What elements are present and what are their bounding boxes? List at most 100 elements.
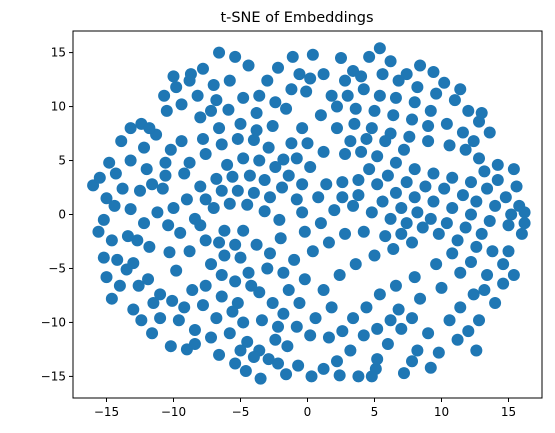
scatter-point — [293, 297, 306, 310]
scatter-point — [357, 83, 370, 96]
scatter-point — [261, 262, 274, 275]
scatter-point — [438, 182, 451, 195]
scatter-point — [440, 117, 453, 130]
scatter-point — [349, 258, 362, 271]
scatter-point — [330, 122, 343, 135]
scatter-point — [142, 273, 155, 286]
scatter-point — [406, 355, 419, 368]
scatter-point — [344, 135, 357, 148]
scatter-point — [483, 126, 496, 139]
scatter-point — [288, 253, 301, 266]
scatter-point — [274, 232, 287, 245]
scatter-point — [93, 171, 106, 184]
scatter-point — [355, 70, 368, 83]
scatter-point — [250, 124, 263, 137]
scatter-point — [290, 320, 303, 333]
scatter-point — [277, 153, 290, 166]
scatter-point — [231, 297, 244, 310]
scatter-point — [245, 279, 258, 292]
chart-title: t-SNE of Embeddings — [220, 10, 373, 26]
scatter-point — [451, 333, 464, 346]
scatter-point — [188, 338, 201, 351]
scatter-point — [414, 59, 427, 72]
scatter-point — [381, 338, 394, 351]
scatter-point — [266, 297, 279, 310]
scatter-point — [384, 55, 397, 68]
scatter-point — [178, 167, 191, 180]
scatter-point — [339, 148, 352, 161]
scatter-point — [379, 230, 392, 243]
scatter-point — [336, 176, 349, 189]
scatter-point — [424, 361, 437, 374]
scatter-point — [124, 154, 137, 167]
scatter-point — [134, 184, 146, 197]
scatter-point — [241, 198, 254, 211]
scatter-point — [408, 271, 421, 284]
scatter-point — [416, 221, 429, 234]
scatter-point — [258, 173, 271, 186]
scatter-point — [298, 225, 311, 238]
scatter-point — [242, 59, 255, 72]
scatter-point — [335, 51, 347, 64]
scatter-point — [131, 234, 144, 247]
scatter-point — [127, 257, 140, 270]
scatter-point — [199, 234, 212, 247]
scatter-point — [497, 258, 510, 271]
scatter-point — [312, 191, 325, 204]
scatter-point — [384, 212, 397, 225]
scatter-point — [215, 138, 228, 151]
scatter-point — [116, 182, 129, 195]
scatter-point — [456, 189, 469, 202]
scatter-point — [175, 135, 188, 148]
scatter-point — [427, 167, 440, 180]
scatter-point — [113, 279, 126, 292]
scatter-point — [371, 150, 384, 163]
scatter-point — [293, 68, 306, 81]
y-tick-label: 0 — [58, 208, 66, 222]
scatter-point — [306, 48, 319, 61]
scatter-point — [443, 314, 456, 327]
scatter-point — [97, 213, 110, 226]
scatter-point — [376, 195, 389, 208]
scatter-point — [254, 372, 267, 385]
scatter-point — [373, 42, 386, 55]
scatter-point — [357, 225, 370, 238]
scatter-point — [336, 191, 349, 204]
scatter-point — [100, 271, 113, 284]
scatter-point — [237, 152, 250, 165]
scatter-point — [464, 208, 477, 221]
scatter-point — [392, 303, 405, 316]
scatter-point — [124, 203, 137, 216]
scatter-point — [406, 312, 419, 325]
scatter-point — [467, 135, 480, 148]
scatter-point — [411, 344, 424, 357]
scatter-point — [317, 145, 330, 158]
scatter-point — [234, 251, 247, 264]
scatter-point — [255, 314, 268, 327]
scatter-point — [507, 268, 520, 281]
scatter-point — [400, 68, 413, 81]
scatter-point — [371, 178, 384, 191]
scatter-point — [389, 279, 402, 292]
scatter-point — [322, 236, 335, 249]
scatter-point — [348, 117, 361, 130]
y-tick-label: −15 — [41, 369, 66, 383]
scatter-point — [403, 130, 416, 143]
scatter-point — [438, 76, 451, 89]
scatter-point — [247, 186, 260, 199]
scatter-point — [229, 275, 242, 288]
scatter-point — [127, 303, 140, 316]
scatter-point — [301, 137, 314, 150]
scatter-point — [273, 213, 286, 226]
scatter-point — [237, 316, 250, 329]
scatter-point — [373, 89, 386, 102]
scatter-point — [314, 217, 327, 230]
scatter-point — [411, 81, 424, 94]
y-tick-label: 5 — [58, 154, 66, 168]
y-tick-label: −5 — [48, 261, 66, 275]
scatter-point — [170, 264, 183, 277]
scatter-point — [518, 206, 531, 219]
scatter-point — [446, 202, 459, 215]
scatter-point — [352, 370, 365, 383]
scatter-point — [272, 357, 285, 370]
